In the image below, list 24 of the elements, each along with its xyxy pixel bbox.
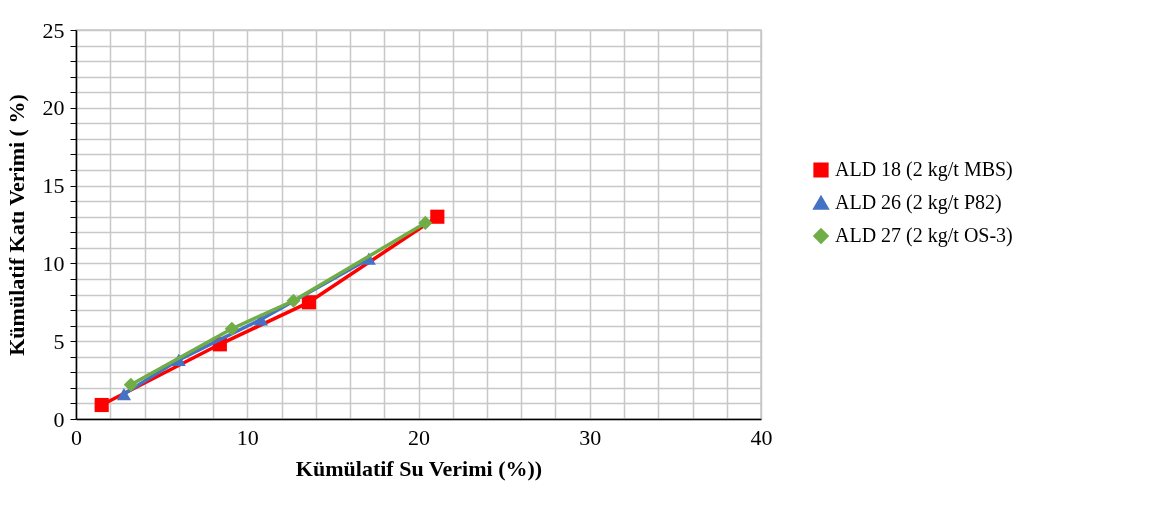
y-tick-label: 10 [42,250,65,276]
x-tick-label: 0 [71,424,82,450]
point [286,293,301,308]
point [418,215,433,231]
point [116,387,132,401]
legend-label: ALD 27 (2 kg/t OS-3) [835,224,1013,247]
legend-label: ALD 26 (2 kg/t P82) [835,191,1002,214]
point [123,377,138,392]
y-tick-label: 20 [42,95,65,121]
x-tick-label: 40 [750,424,773,450]
x-tick-label: 20 [408,424,430,450]
y-tick-label: 5 [53,328,65,354]
x-tick-label: 30 [579,424,602,450]
x-tick-label: 10 [236,424,259,450]
y-tick-label: 0 [53,406,65,432]
point [430,209,445,224]
x-axis-title: Kümülatif Su Verimi (%)) [295,455,543,481]
y-tick-label: 25 [42,17,65,43]
y-tick-label: 15 [42,173,65,199]
y-axis-title: Kümülatif Katı Verimi ( %) [3,94,29,356]
point [301,295,316,310]
legend-label: ALD 18 (2 kg/t MBS) [835,158,1013,181]
point [224,321,239,336]
point [94,397,109,413]
